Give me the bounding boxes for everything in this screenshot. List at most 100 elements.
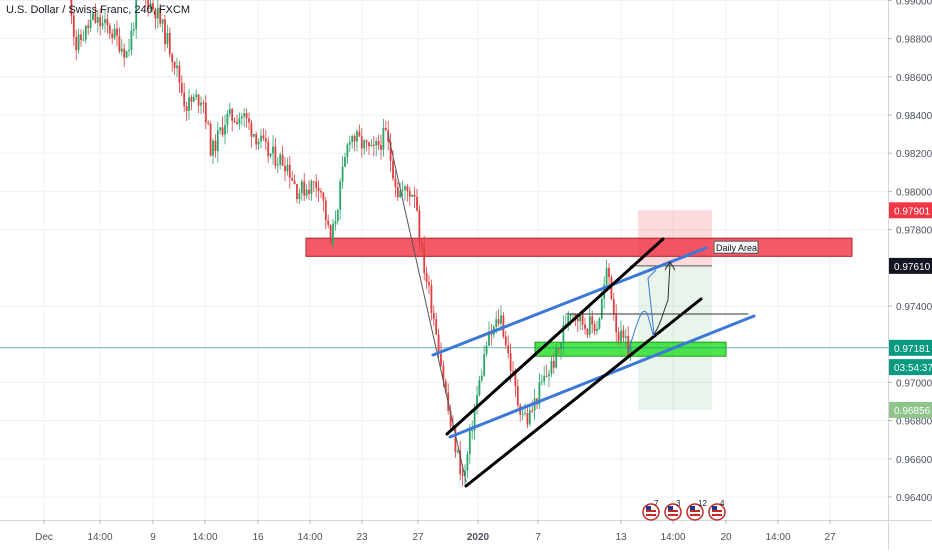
candle-body bbox=[500, 315, 502, 324]
event-icons[interactable]: 7 3 12 4 bbox=[642, 499, 726, 521]
candle-body bbox=[159, 7, 162, 24]
candle-body bbox=[147, 0, 150, 10]
price-label: 0.97181 bbox=[894, 344, 931, 355]
candle-body bbox=[94, 13, 97, 23]
projection-arrow[interactable] bbox=[653, 261, 671, 335]
candle-body bbox=[276, 164, 279, 166]
candles bbox=[70, 0, 632, 487]
candle-body bbox=[188, 97, 190, 111]
candle-body bbox=[552, 360, 555, 368]
x-axis: Dec 14:00 9 14:00 16 14:00 23 27 2020 7 13 14:00 20 1… bbox=[35, 520, 836, 543]
candle-body bbox=[514, 371, 517, 387]
candle-body bbox=[476, 395, 478, 409]
candle-body bbox=[130, 30, 133, 51]
flag-stripe bbox=[668, 514, 678, 516]
candle-body bbox=[212, 140, 214, 156]
candle-body bbox=[454, 428, 457, 453]
candle-body bbox=[96, 17, 99, 23]
candle-body bbox=[461, 474, 464, 476]
candle-body bbox=[233, 120, 236, 123]
candle-body bbox=[101, 23, 104, 27]
candle-body bbox=[264, 138, 267, 142]
candle-body bbox=[550, 360, 553, 374]
channel-upper-line[interactable] bbox=[431, 246, 708, 357]
candle-body bbox=[526, 413, 529, 425]
candle-body bbox=[293, 180, 296, 185]
candle-body bbox=[291, 178, 294, 181]
candle-body bbox=[221, 127, 224, 135]
drop-line[interactable] bbox=[387, 133, 467, 483]
daily-area-rect[interactable] bbox=[305, 237, 853, 257]
candle-body bbox=[516, 386, 519, 406]
candle-body bbox=[411, 194, 414, 197]
candle-body bbox=[245, 113, 248, 119]
candle-body bbox=[183, 92, 186, 107]
candle-body bbox=[300, 181, 303, 194]
daily-area-zone[interactable]: Daily Area bbox=[305, 237, 853, 257]
candle-body bbox=[504, 336, 507, 346]
candle-body bbox=[171, 54, 174, 62]
daily-area-label-bg bbox=[713, 240, 759, 254]
candle-body bbox=[305, 189, 308, 196]
projection-path[interactable] bbox=[627, 269, 657, 353]
candle-body bbox=[404, 186, 406, 190]
y-tick-label: 0.98000 bbox=[896, 187, 932, 198]
candle-body bbox=[238, 118, 241, 124]
candle-body bbox=[161, 19, 164, 24]
x-tick-label: 14:00 bbox=[765, 532, 790, 543]
candle-body bbox=[116, 28, 118, 36]
candle-body bbox=[156, 7, 159, 19]
candle-body bbox=[416, 196, 418, 211]
candle-body bbox=[543, 375, 546, 382]
candle-body bbox=[562, 324, 565, 344]
candle-body bbox=[576, 318, 579, 322]
candle-body bbox=[555, 347, 558, 368]
candle-body bbox=[495, 319, 498, 327]
candle-body bbox=[267, 141, 270, 157]
candle-body bbox=[432, 312, 435, 319]
candle-body bbox=[281, 154, 284, 166]
candle-body bbox=[190, 97, 193, 102]
candle-body bbox=[375, 141, 378, 146]
wedge-lower-line[interactable] bbox=[464, 297, 703, 488]
flag-stripe bbox=[646, 514, 656, 516]
candle-body bbox=[243, 113, 246, 117]
candle-body bbox=[125, 51, 128, 58]
candle-body bbox=[77, 34, 80, 51]
candle-body bbox=[353, 135, 356, 142]
candle-body bbox=[336, 209, 339, 222]
price-label-bg bbox=[889, 401, 932, 418]
candle-body bbox=[538, 382, 541, 405]
candle-body bbox=[509, 353, 512, 371]
candle-body bbox=[180, 82, 183, 93]
candle-body bbox=[149, 3, 152, 10]
y-tick-label: 0.97000 bbox=[896, 378, 932, 389]
candle-body bbox=[303, 181, 306, 196]
price-label: 0.97610 bbox=[894, 262, 931, 273]
wedge-upper-line[interactable] bbox=[445, 237, 665, 436]
x-tick-label: 14:00 bbox=[297, 532, 322, 543]
candle-body bbox=[372, 144, 375, 146]
candle-body bbox=[615, 313, 618, 333]
candle-body bbox=[284, 165, 286, 172]
candle-body bbox=[260, 135, 262, 142]
y-tick-label: 0.98200 bbox=[896, 149, 932, 160]
flag-canton bbox=[712, 506, 717, 510]
x-tick-label: Dec bbox=[35, 532, 53, 543]
candle-body bbox=[586, 328, 589, 335]
price-label-bg bbox=[889, 359, 932, 376]
x-tick-label: 9 bbox=[150, 532, 156, 543]
candle-body bbox=[368, 142, 370, 147]
candle-body bbox=[584, 324, 586, 329]
candle-body bbox=[334, 221, 337, 224]
y-tick-label: 0.97800 bbox=[896, 226, 932, 237]
candle-body bbox=[548, 373, 550, 377]
candle-body bbox=[394, 178, 397, 188]
candle-body bbox=[598, 318, 601, 329]
candle-body bbox=[216, 130, 219, 152]
candle-body bbox=[214, 140, 217, 152]
candle-body bbox=[617, 332, 620, 342]
candle-body bbox=[250, 122, 253, 137]
